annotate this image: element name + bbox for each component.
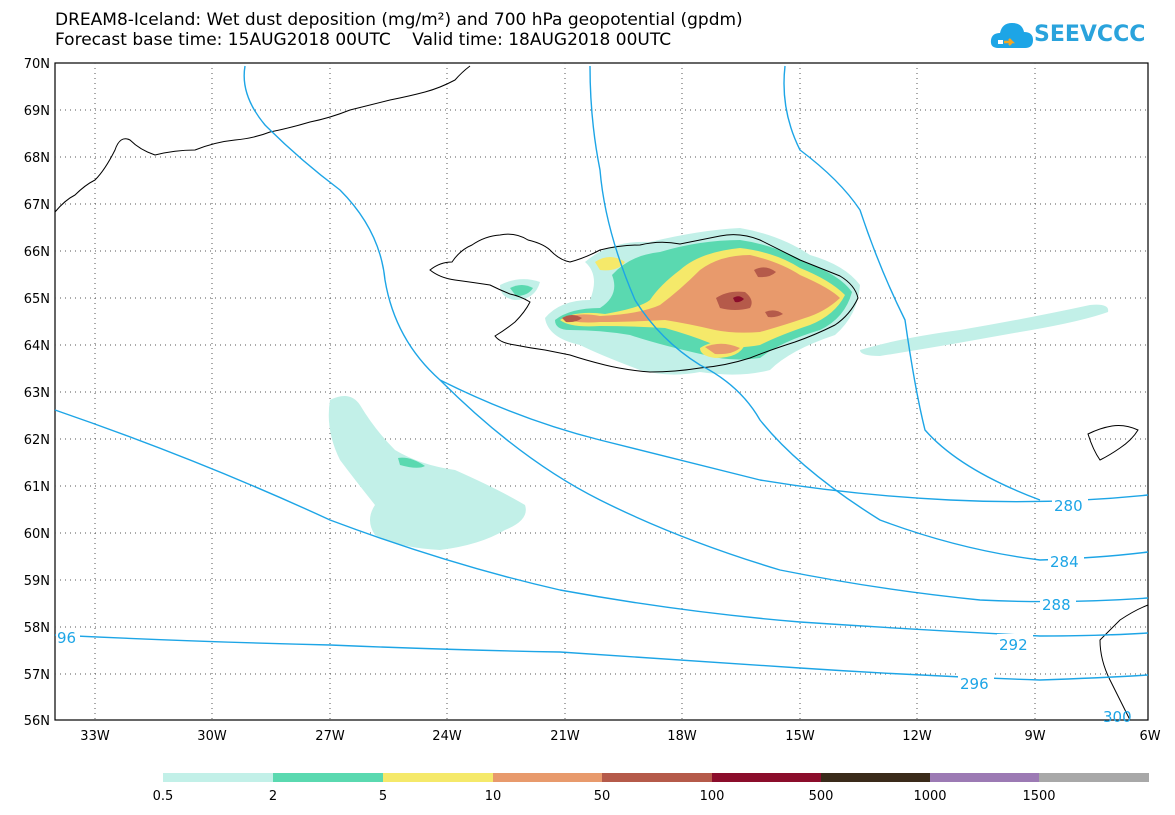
dust-south-orange bbox=[705, 343, 740, 355]
colorbar-label: 100 bbox=[700, 789, 725, 804]
lon-label: 9W bbox=[1024, 729, 1045, 744]
lon-label: 30W bbox=[197, 729, 227, 744]
contour-label-284: 284 bbox=[1050, 553, 1079, 571]
coast-faroe bbox=[1087, 425, 1139, 461]
contour-labels: 280 284 288 292 296 96 300 bbox=[56, 495, 1132, 726]
contour-label-288: 288 bbox=[1042, 596, 1071, 614]
contour-292 bbox=[54, 634, 1149, 681]
colorbar-label: 500 bbox=[809, 789, 834, 804]
lon-label: 18W bbox=[667, 729, 697, 744]
geopotential-contours bbox=[54, 65, 1149, 681]
lat-label: 60N bbox=[24, 527, 50, 542]
lat-label: 69N bbox=[24, 104, 50, 119]
coast-greenland bbox=[54, 65, 471, 213]
colorbar-label: 2 bbox=[269, 789, 277, 804]
latitude-labels: 70N 69N 68N 67N 66N 65N 64N 63N 62N 61N … bbox=[24, 57, 50, 729]
coastlines bbox=[54, 65, 1149, 721]
dust-deposition-field bbox=[328, 228, 1109, 550]
contour-288 bbox=[54, 409, 1149, 637]
lat-label: 58N bbox=[24, 621, 50, 636]
lon-label: 6W bbox=[1139, 729, 1160, 744]
map-frame bbox=[54, 62, 1149, 721]
lat-label: 59N bbox=[24, 574, 50, 589]
dust-plume-southwest-core bbox=[398, 457, 425, 468]
contour-276-mid bbox=[589, 65, 1149, 561]
colorbar-swatch bbox=[821, 773, 930, 782]
lat-label: 64N bbox=[24, 339, 50, 354]
dust-plume-southwest bbox=[328, 396, 526, 550]
grid-lines bbox=[55, 63, 1148, 720]
colorbar-label: 10 bbox=[485, 789, 502, 804]
contour-280 bbox=[243, 65, 1149, 503]
colorbar-swatch bbox=[383, 773, 493, 782]
dust-plume-east bbox=[860, 304, 1109, 356]
dust-west-green bbox=[510, 285, 533, 296]
colorbar-label: 5 bbox=[379, 789, 387, 804]
colorbar-label: 1500 bbox=[1022, 789, 1055, 804]
colorbar-swatch bbox=[602, 773, 712, 782]
lat-label: 57N bbox=[24, 668, 50, 683]
lon-label: 24W bbox=[432, 729, 462, 744]
contour-label-96: 96 bbox=[57, 629, 76, 647]
colorbar-swatch bbox=[930, 773, 1039, 782]
lon-label: 21W bbox=[550, 729, 580, 744]
logo-text: SEEVCCC bbox=[1034, 22, 1146, 47]
lat-label: 66N bbox=[24, 245, 50, 260]
lat-label: 56N bbox=[24, 714, 50, 729]
colorbar-swatch bbox=[273, 773, 383, 782]
lat-label: 62N bbox=[24, 433, 50, 448]
contour-284 bbox=[439, 379, 1149, 603]
dust-iceland-max bbox=[733, 296, 744, 303]
map-title-line1: DREAM8-Iceland: Wet dust deposition (mg/… bbox=[55, 10, 743, 30]
dust-e-red bbox=[765, 310, 783, 318]
colorbar-swatch bbox=[712, 773, 821, 782]
dust-nw-yellow bbox=[595, 257, 625, 271]
contour-east bbox=[783, 65, 1041, 501]
lon-label: 15W bbox=[785, 729, 815, 744]
colorbar-label: 0.5 bbox=[153, 789, 174, 804]
lon-label: 12W bbox=[902, 729, 932, 744]
cloud-icon bbox=[990, 23, 1033, 48]
colorbar-label: 50 bbox=[594, 789, 611, 804]
dust-w-red bbox=[562, 315, 582, 323]
colorbar-swatch bbox=[493, 773, 602, 782]
lon-label: 33W bbox=[80, 729, 110, 744]
colorbar-label: 1000 bbox=[913, 789, 946, 804]
longitude-labels: 33W 30W 27W 24W 21W 18W 15W 12W 9W 6W bbox=[80, 729, 1160, 744]
dust-iceland-red bbox=[716, 291, 752, 310]
lat-label: 61N bbox=[24, 480, 50, 495]
lat-label: 65N bbox=[24, 292, 50, 307]
contour-label-300: 300 bbox=[1103, 708, 1132, 726]
dust-ne-red bbox=[754, 267, 776, 278]
lat-label: 63N bbox=[24, 386, 50, 401]
contour-label-296: 296 bbox=[960, 675, 989, 693]
coast-iceland bbox=[429, 233, 859, 373]
coast-scotland bbox=[1099, 604, 1149, 721]
colorbar: 0.5 2 5 10 50 100 500 1000 1500 bbox=[153, 773, 1149, 804]
contour-label-292: 292 bbox=[999, 636, 1028, 654]
seevccc-logo: SEEVCCC bbox=[990, 18, 1145, 56]
lat-label: 70N bbox=[24, 57, 50, 72]
map-title-line2: Forecast base time: 15AUG2018 00UTC Vali… bbox=[55, 30, 672, 50]
lat-label: 68N bbox=[24, 151, 50, 166]
lat-label: 67N bbox=[24, 198, 50, 213]
lon-label: 27W bbox=[315, 729, 345, 744]
contour-label-280: 280 bbox=[1054, 497, 1083, 515]
colorbar-swatch bbox=[1039, 773, 1149, 782]
colorbar-swatch bbox=[163, 773, 273, 782]
